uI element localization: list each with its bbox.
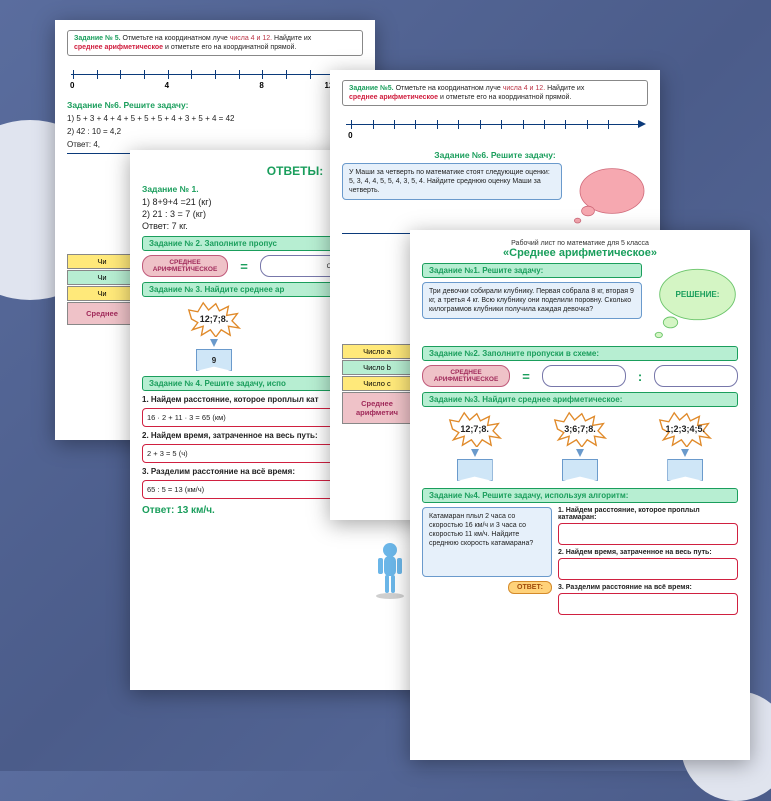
- task5-banner: Задание № 5. Отметьте на координатном лу…: [67, 30, 363, 56]
- calc-line-1: 1) 5 + 3 + 4 + 4 + 5 + 5 + 5 + 4 + 3 + 5…: [67, 114, 363, 123]
- task4-box: Катамаран плыл 2 часа со скоростью 16 км…: [422, 507, 552, 577]
- main-title: «Среднее арифметическое»: [422, 247, 738, 259]
- worksheet-page-4: Рабочий лист по математике для 5 класса …: [410, 230, 750, 760]
- number-line-p3: 0: [342, 112, 648, 142]
- task6-box: У Маши за четверть по математике стоят с…: [342, 163, 562, 200]
- thought-cloud-pink: [568, 163, 648, 223]
- calc-line-2: 2) 42 : 10 = 4,2: [67, 127, 363, 136]
- starburst-p4-1: 12;7;8.: [448, 411, 502, 447]
- thought-cloud-green: РЕШЕНИЕ:: [648, 263, 738, 341]
- scheme-row-p4: СРЕДНЕЕ АРИФМЕТИЧЕСКОЕ = :: [422, 365, 738, 387]
- task6-title: Задание №6. Решите задачу:: [67, 100, 363, 110]
- resh-label: РЕШЕНИЕ:: [676, 290, 720, 299]
- starburst-p4-3: 1;2;3;4;5.: [658, 411, 712, 447]
- flag-1: 9: [196, 349, 232, 371]
- starburst-1: 12;7;8.: [187, 301, 241, 337]
- answer-pill: ОТВЕТ:: [508, 581, 552, 594]
- number-line: 0 4 8 12: [67, 62, 363, 92]
- task1-box: Три девочки собирали клубнику. Первая со…: [422, 282, 642, 319]
- calc-line-3: Ответ: 4,: [67, 140, 363, 149]
- task5-label: Задание № 5.: [74, 35, 121, 42]
- starburst-p4-2: 3;6;7;8.: [553, 411, 607, 447]
- blue-man-figurine: [370, 540, 410, 600]
- task5-banner-p3: Задание №5. Отметьте на координатном луч…: [342, 80, 648, 106]
